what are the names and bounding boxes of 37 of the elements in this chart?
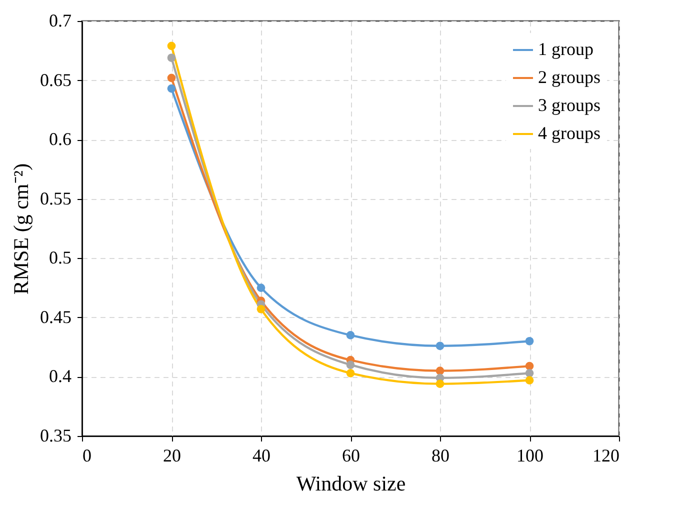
point (346, 368, 355, 378)
y-axis-title: RMSE (g cm⁻²) (9, 163, 33, 295)
y-tick-label: 0.4 (49, 366, 72, 386)
x-tick-label: 80 (432, 446, 450, 466)
x-tick-label: 40 (252, 446, 270, 466)
legend-label: 3 groups (538, 95, 600, 115)
point (436, 380, 444, 388)
point (525, 368, 534, 378)
point (167, 54, 176, 62)
point (436, 342, 444, 350)
x-axis-title: Window size (296, 472, 406, 496)
point (525, 376, 534, 384)
y-tick-label: 0.7 (49, 10, 72, 30)
point (525, 362, 534, 370)
point (525, 336, 534, 346)
legend-label: 2 groups (538, 67, 600, 87)
legend-label: 1 group (538, 39, 594, 59)
x-tick-label: 20 (163, 446, 181, 466)
y-tick-label: 0.55 (40, 188, 72, 208)
point (436, 366, 444, 375)
point (167, 74, 176, 82)
y-tick-label: 0.35 (40, 426, 72, 446)
point (256, 304, 266, 314)
x-tick-label: 60 (342, 446, 360, 466)
point (256, 284, 266, 292)
point (167, 84, 176, 93)
point (167, 42, 176, 50)
x-tick-label: 120 (592, 446, 620, 466)
point (346, 360, 355, 370)
y-tick-label: 0.65 (40, 70, 72, 90)
legend-label: 4 groups (538, 123, 600, 143)
y-tick-label: 0.5 (49, 248, 72, 268)
y-tick-label: 0.6 (49, 129, 72, 150)
point (346, 331, 355, 340)
x-tick-label: 100 (516, 446, 544, 466)
y-tick-label: 0.45 (40, 306, 72, 327)
x-tick-label: 0 (82, 446, 92, 466)
